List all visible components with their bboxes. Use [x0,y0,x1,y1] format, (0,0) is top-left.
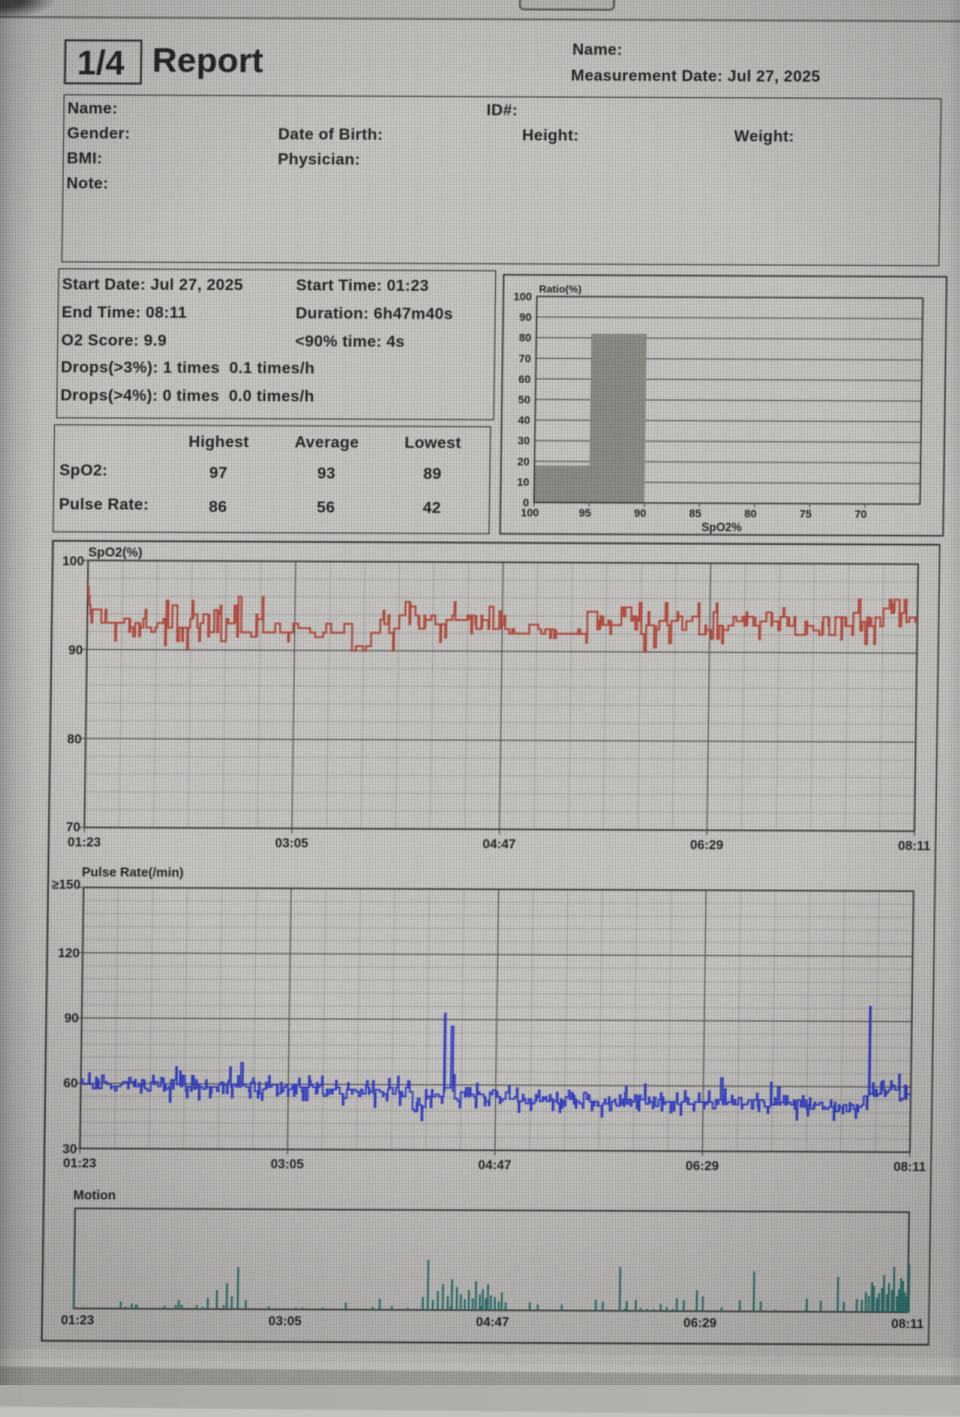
svg-text:80: 80 [744,508,756,520]
svg-text:08:11: 08:11 [891,1316,924,1331]
svg-text:70: 70 [66,819,81,834]
svg-text:90: 90 [68,642,83,657]
svg-text:120: 120 [58,945,80,960]
svg-text:60: 60 [63,1075,78,1090]
svg-text:≥150: ≥150 [52,877,81,892]
svg-text:06:29: 06:29 [683,1315,716,1330]
svg-text:75: 75 [799,509,811,521]
svg-text:30: 30 [62,1141,77,1156]
svg-text:90: 90 [64,1010,79,1025]
svg-text:03:05: 03:05 [268,1313,301,1328]
svg-text:70: 70 [855,509,867,521]
svg-text:90: 90 [519,312,531,324]
svg-text:03:05: 03:05 [270,1156,303,1171]
svg-text:SpO2%: SpO2% [701,522,741,534]
svg-text:100: 100 [62,553,84,568]
svg-text:30: 30 [518,436,530,448]
svg-text:85: 85 [689,508,701,520]
svg-text:20: 20 [517,456,529,468]
svg-text:08:11: 08:11 [893,1159,926,1174]
svg-text:04:47: 04:47 [478,1157,511,1172]
svg-text:01:23: 01:23 [63,1155,96,1170]
svg-text:10: 10 [517,477,529,489]
svg-text:60: 60 [518,374,530,386]
svg-text:50: 50 [518,394,530,406]
svg-text:Pulse Rate(/min): Pulse Rate(/min) [82,864,184,879]
svg-text:04:47: 04:47 [476,1314,509,1329]
svg-text:95: 95 [579,508,591,520]
svg-text:06:29: 06:29 [690,837,723,852]
svg-text:40: 40 [518,415,530,427]
svg-text:01:23: 01:23 [61,1312,94,1327]
svg-text:Ratio(%): Ratio(%) [539,283,582,295]
svg-text:100: 100 [513,291,532,303]
svg-text:03:05: 03:05 [275,835,308,850]
svg-text:SpO2(%): SpO2(%) [88,544,142,559]
svg-text:100: 100 [521,507,540,519]
svg-text:90: 90 [634,508,646,520]
svg-text:04:47: 04:47 [482,836,515,851]
svg-text:80: 80 [67,731,82,746]
svg-text:80: 80 [519,333,531,345]
svg-text:01:23: 01:23 [67,834,100,849]
svg-text:06:29: 06:29 [685,1158,718,1173]
svg-text:Motion: Motion [73,1187,116,1202]
svg-text:70: 70 [519,353,531,365]
svg-text:08:11: 08:11 [898,838,931,853]
